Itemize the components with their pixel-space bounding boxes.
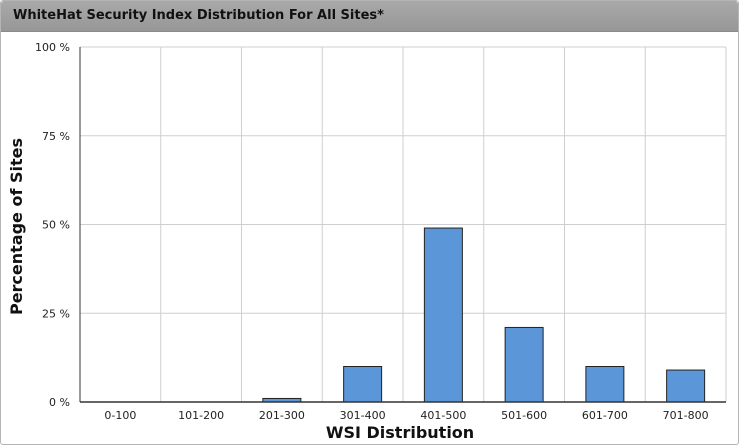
- y-tick-label: 0 %: [49, 396, 70, 409]
- y-tick-label: 75 %: [42, 130, 70, 143]
- x-tick-label: 401-500: [420, 409, 466, 422]
- x-tick-label: 701-800: [663, 409, 709, 422]
- y-tick-label: 25 %: [42, 307, 70, 320]
- chart-title: WhiteHat Security Index Distribution For…: [13, 8, 384, 23]
- x-tick-label: 301-400: [340, 409, 386, 422]
- bar-501-600: [504, 326, 544, 403]
- y-tick-label: 100 %: [35, 41, 70, 54]
- bar-601-700: [585, 366, 625, 403]
- x-tick-label: 101-200: [178, 409, 224, 422]
- x-tick-labels: 0-100 101-200 201-300 301-400 401-500 501-600…: [104, 409, 708, 422]
- x-tick-label: 0-100: [104, 409, 136, 422]
- y-axis-title: Percentage of Sites: [7, 138, 26, 315]
- axes: [79, 47, 726, 403]
- y-tick-labels: 0 % 25 % 50 % 75 % 100 %: [35, 41, 70, 409]
- x-axis-title: WSI Distribution: [326, 423, 474, 442]
- x-tick-label: 501-600: [501, 409, 547, 422]
- y-tick-label: 50 %: [42, 219, 70, 232]
- x-tick-label: 601-700: [582, 409, 628, 422]
- bar-401-500: [423, 227, 463, 403]
- title-bar: WhiteHat Security Index Distribution For…: [1, 1, 738, 32]
- x-tick-label: 201-300: [259, 409, 305, 422]
- bar-701-800: [666, 369, 706, 403]
- grid-lines: [79, 46, 727, 403]
- bar-301-400: [343, 366, 383, 403]
